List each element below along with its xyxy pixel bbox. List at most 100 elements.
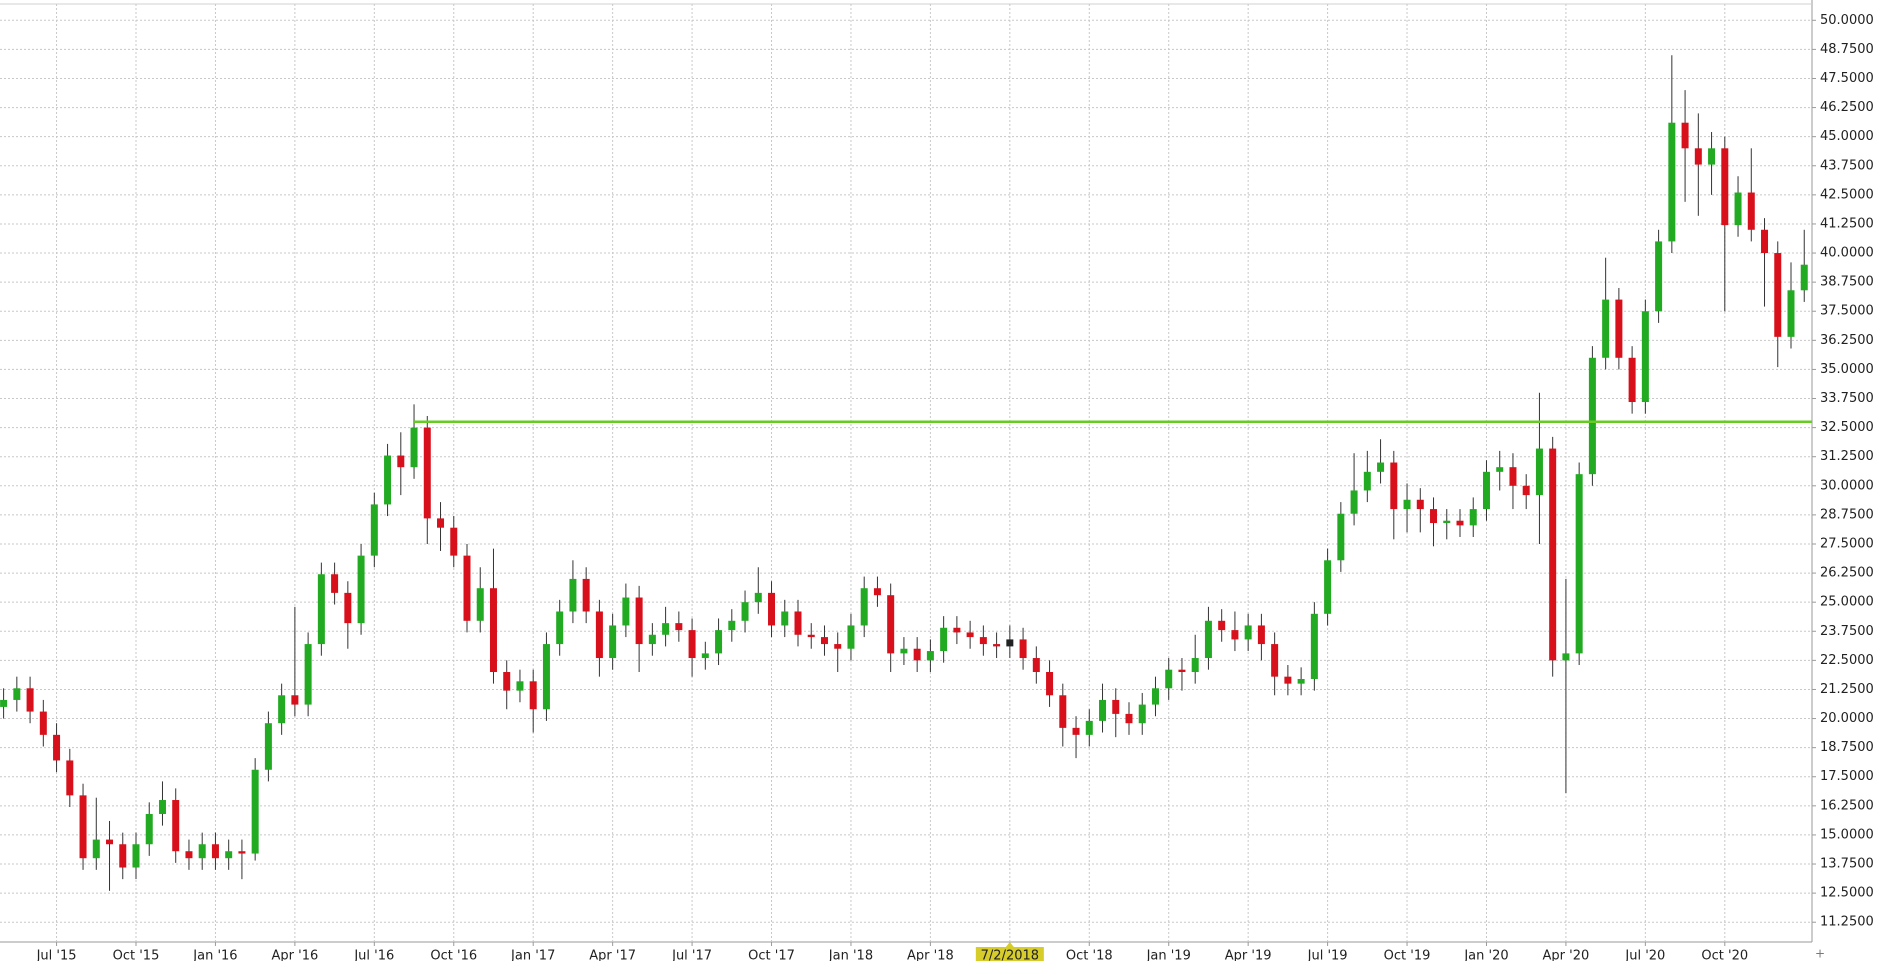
candle-body — [423, 427, 431, 519]
candle-body — [794, 611, 802, 635]
y-tick-label: 18.7500 — [1820, 740, 1874, 755]
candle-body — [648, 634, 656, 645]
candle-body — [1191, 658, 1199, 673]
candle-body — [1403, 499, 1411, 510]
x-tick-label: Jan '20 — [1463, 949, 1508, 961]
x-tick-label: Apr '18 — [907, 949, 954, 961]
candle-body — [781, 611, 789, 626]
crosshair-label-bg — [975, 947, 1044, 961]
candle-body — [595, 611, 603, 659]
candle-body — [1085, 720, 1093, 735]
x-tick-label: Oct '20 — [1701, 949, 1748, 961]
x-tick-label: Jul '17 — [671, 949, 712, 961]
candle-body — [1721, 148, 1729, 226]
candle-body — [370, 504, 378, 556]
candle-body — [728, 620, 736, 631]
y-tick-label: 22.5000 — [1820, 653, 1874, 668]
x-tick-label: Oct '16 — [430, 949, 477, 961]
candle-body — [1059, 695, 1067, 728]
y-tick-label: 11.2500 — [1820, 915, 1874, 930]
candle-body — [1337, 513, 1345, 561]
candle-body — [132, 844, 140, 868]
y-tick-label: 26.2500 — [1820, 566, 1874, 581]
candle-body — [0, 699, 8, 707]
y-tick-label: 12.5000 — [1820, 886, 1874, 901]
candle-body — [1575, 474, 1583, 654]
candle-body — [873, 588, 881, 596]
candle-body — [251, 769, 259, 854]
candle-body — [887, 595, 895, 654]
candle-body — [940, 627, 948, 652]
y-tick-label: 20.0000 — [1820, 711, 1874, 726]
candle-body — [1430, 509, 1438, 524]
candle-body — [1668, 122, 1676, 242]
y-tick-label: 41.2500 — [1820, 216, 1874, 231]
candle-body — [1562, 653, 1570, 661]
candle-body — [1350, 490, 1358, 514]
candle-body — [1244, 625, 1252, 640]
candle-body — [1615, 299, 1623, 358]
candle-body — [966, 632, 974, 638]
candle-body — [1761, 229, 1769, 254]
y-tick-label: 25.0000 — [1820, 595, 1874, 610]
candle-body — [953, 627, 961, 633]
candle-body — [860, 588, 868, 626]
y-tick-label: 15.0000 — [1820, 827, 1874, 842]
y-tick-label: 37.5000 — [1820, 304, 1874, 319]
candle-body — [1284, 676, 1292, 684]
candle-body — [1628, 357, 1636, 403]
y-tick-label: 21.2500 — [1820, 682, 1874, 697]
candle-body — [489, 588, 497, 673]
candle-body — [582, 578, 590, 612]
candle-body — [1218, 620, 1226, 631]
candle-body — [211, 844, 219, 859]
candle-body — [1297, 678, 1305, 684]
y-tick-label: 36.2500 — [1820, 333, 1874, 348]
y-tick-label: 31.2500 — [1820, 449, 1874, 464]
candle-body — [1522, 485, 1530, 496]
candle-body — [1032, 658, 1040, 673]
candle-body — [635, 597, 643, 645]
y-tick-label: 30.0000 — [1820, 478, 1874, 493]
candle-body — [119, 844, 127, 868]
candle-body — [926, 651, 934, 661]
x-tick-label: Apr '16 — [272, 949, 319, 961]
candle-body — [1257, 625, 1265, 645]
candle-body — [1681, 122, 1689, 149]
candle-body — [1549, 448, 1557, 661]
candle-body — [26, 688, 34, 712]
candle-body — [1178, 669, 1186, 673]
x-tick-label: Jan '17 — [510, 949, 555, 961]
y-tick-label: 17.5000 — [1820, 769, 1874, 784]
x-tick-label: 7/2/2018 — [981, 949, 1039, 961]
candle-body — [662, 623, 670, 635]
candle-body — [278, 695, 286, 724]
y-tick-label: 47.5000 — [1820, 71, 1874, 86]
candle-body — [1138, 704, 1146, 724]
candle-body — [569, 578, 577, 612]
candle-body — [1602, 299, 1610, 358]
candle-body — [317, 574, 325, 645]
candle-body — [1641, 311, 1649, 403]
candle-body — [225, 851, 233, 859]
candle-body — [1469, 509, 1477, 526]
x-tick-label: Jan '16 — [192, 949, 237, 961]
y-tick-label: 45.0000 — [1820, 129, 1874, 144]
candle-body — [238, 851, 246, 854]
y-tick-label: 28.7500 — [1820, 507, 1874, 522]
candle-body — [66, 760, 74, 796]
candle-body — [145, 813, 153, 845]
candle-body — [741, 602, 749, 621]
candle-body — [1588, 357, 1596, 475]
candle-body — [331, 574, 339, 593]
y-tick-label: 27.5000 — [1820, 536, 1874, 551]
candle-body — [556, 611, 564, 645]
candle-body — [476, 588, 484, 621]
candle-body — [1509, 467, 1517, 486]
candle-body — [1125, 713, 1133, 724]
candle-body — [1774, 253, 1782, 337]
y-tick-label: 16.2500 — [1820, 798, 1874, 813]
x-tick-label: Jan '19 — [1146, 949, 1191, 961]
candle-body — [1734, 192, 1742, 226]
